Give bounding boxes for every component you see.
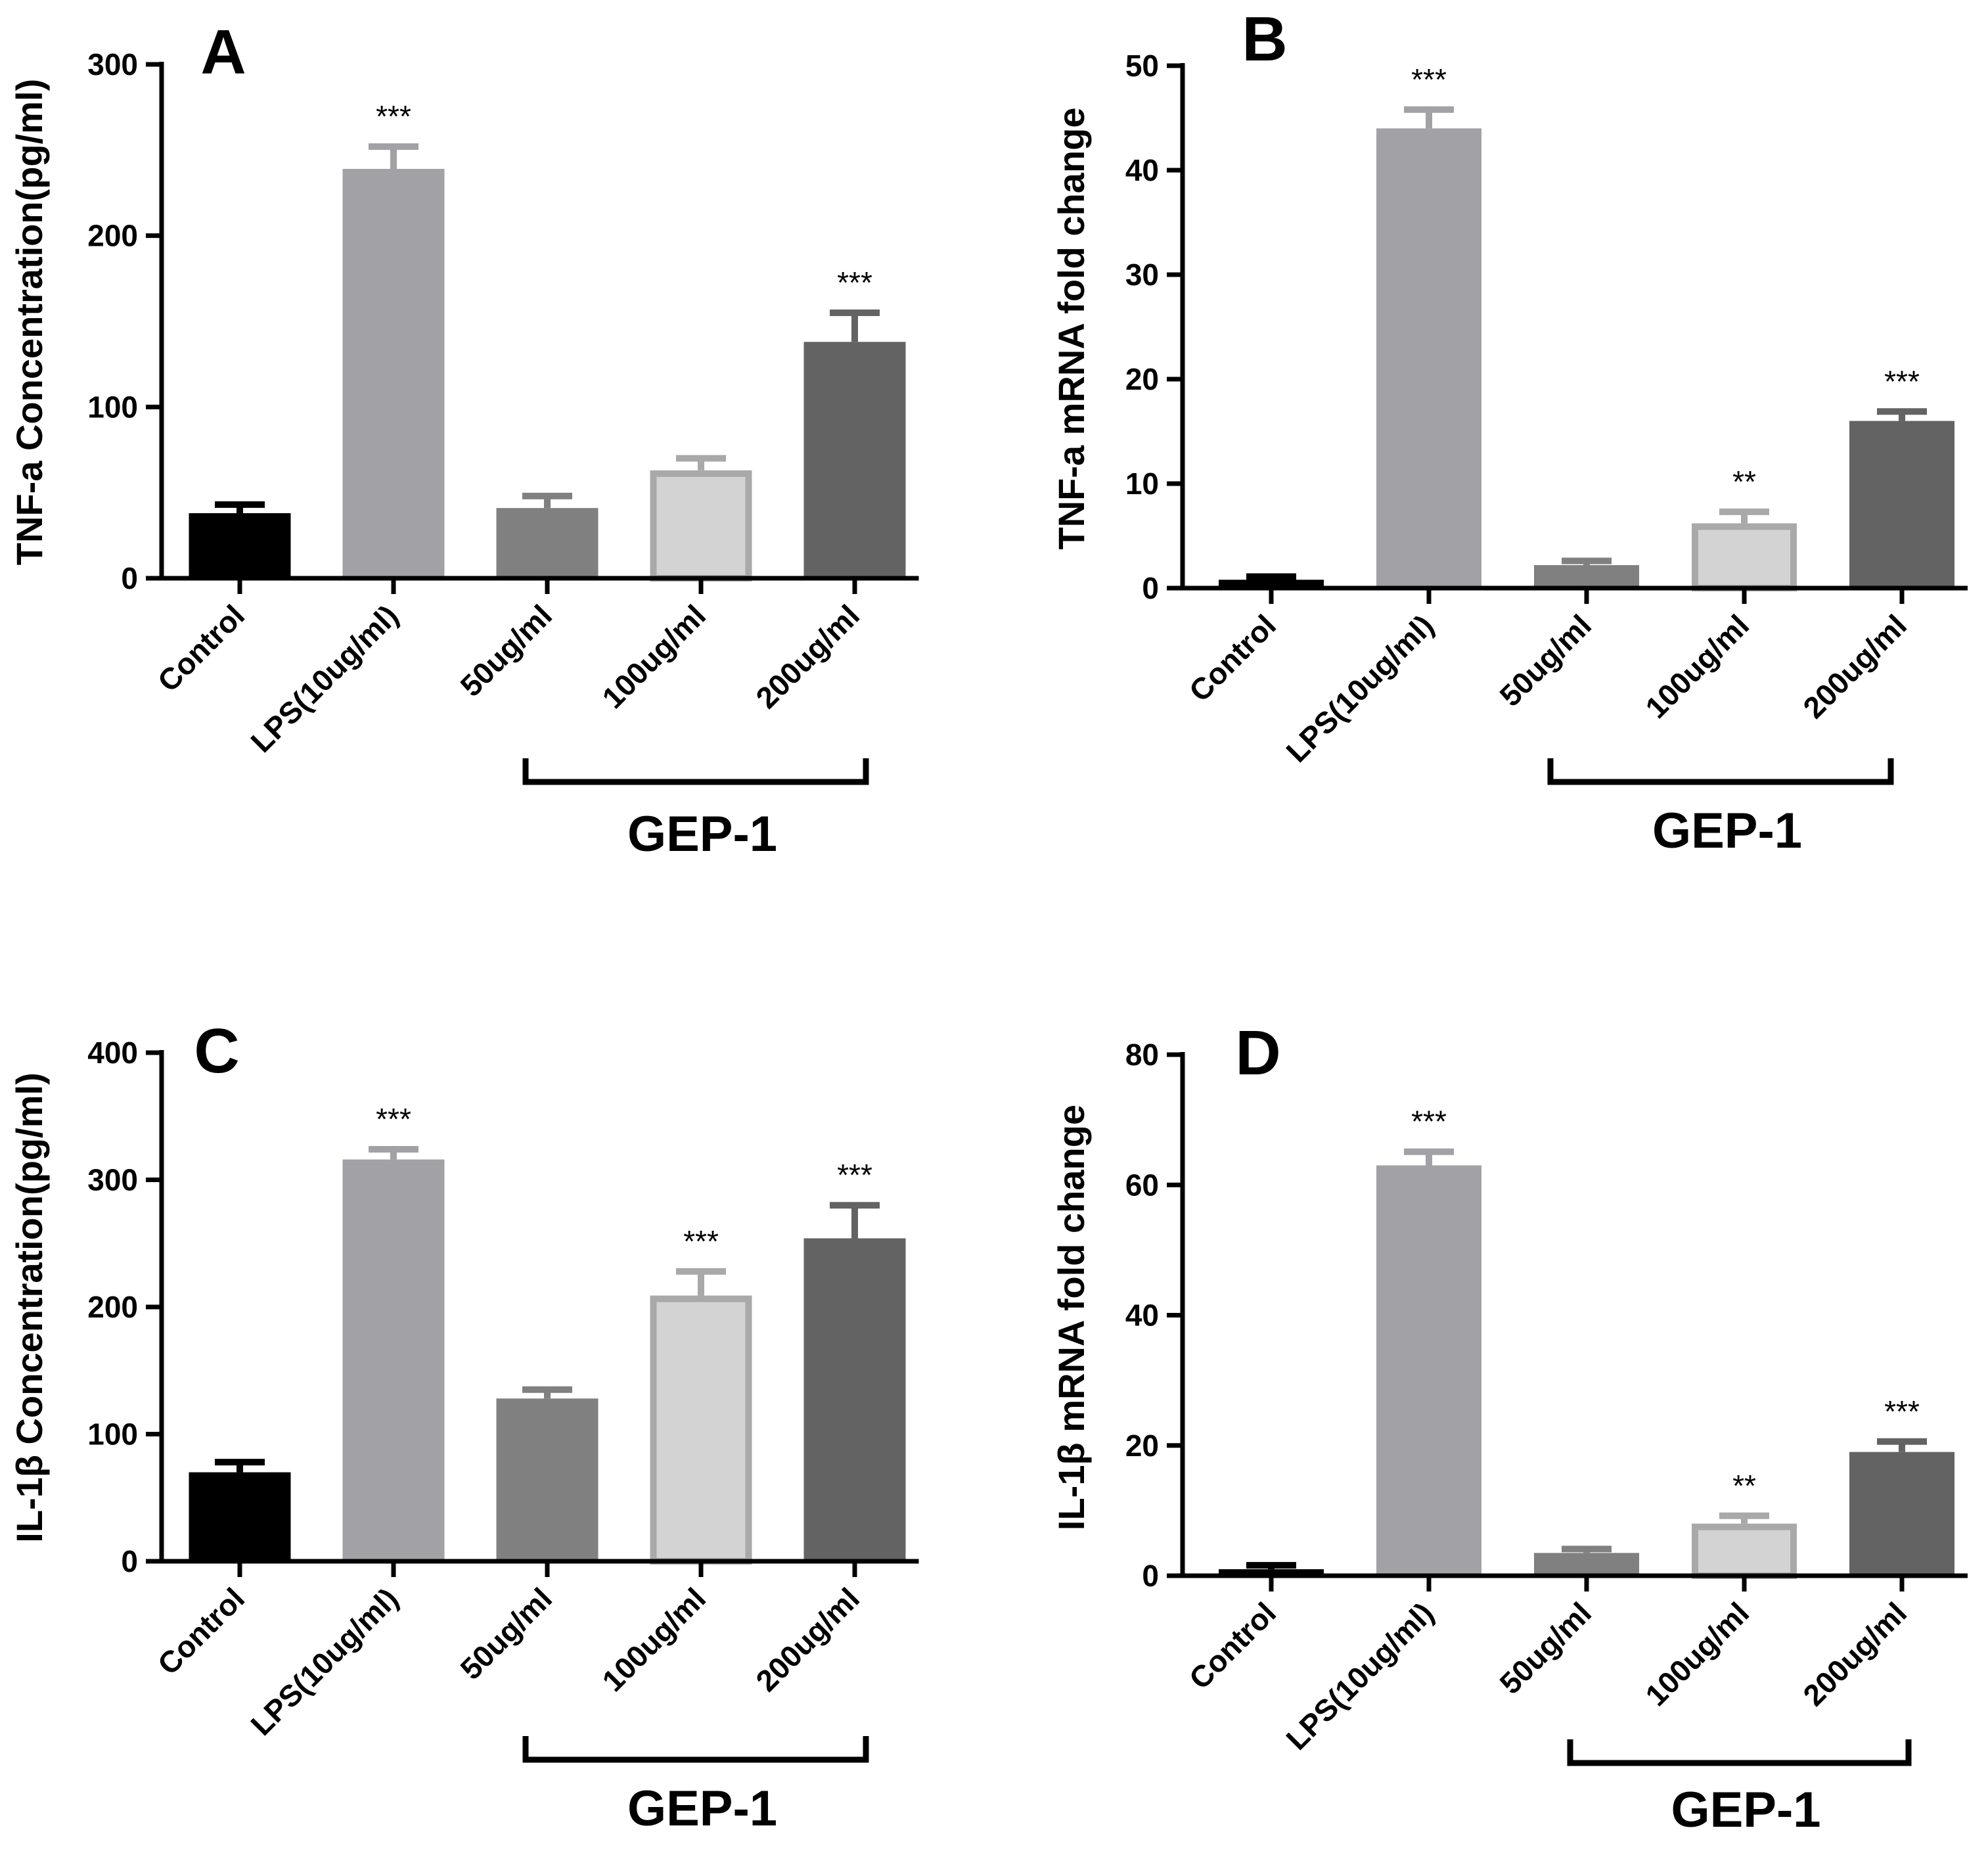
y-tick-label: 0 <box>121 1544 138 1578</box>
bar <box>1376 1165 1481 1576</box>
y-tick-label: 80 <box>1125 1038 1159 1072</box>
bar <box>342 1159 445 1561</box>
category-label: 100ug/ml <box>595 1581 712 1698</box>
y-tick-label: 20 <box>1125 1429 1159 1463</box>
y-tick-label: 30 <box>1125 258 1159 292</box>
bar <box>1692 1523 1797 1579</box>
group-bracket <box>1567 1739 1912 1766</box>
y-tick-label: 0 <box>121 561 138 595</box>
bar <box>1849 1452 1954 1576</box>
category-label: 50ug/ml <box>453 1581 558 1686</box>
y-axis-label: IL-1β Concentration(pg/ml) <box>9 1072 50 1542</box>
category-label: 200ug/ml <box>749 598 866 715</box>
bar <box>650 1295 752 1565</box>
group-label: GEP-1 <box>1652 803 1802 859</box>
category-label: 100ug/ml <box>1638 1595 1755 1712</box>
panel-label: B <box>1242 4 1287 74</box>
y-tick-label: 50 <box>1125 49 1159 83</box>
category-label: 50ug/ml <box>1493 608 1598 713</box>
y-tick-label: 10 <box>1125 467 1159 501</box>
category-label: 200ug/ml <box>1796 608 1913 725</box>
y-axis-label: TNF-a mRNA fold change <box>1050 107 1092 549</box>
bar <box>189 513 291 578</box>
category-label: 200ug/ml <box>1796 1595 1913 1712</box>
panel-a: A TNF-a Concentration(pg/ml) Control *** LPS… <box>9 17 919 862</box>
bar <box>1376 128 1481 588</box>
group-bracket <box>522 1736 869 1763</box>
bar <box>496 1398 599 1561</box>
y-tick-label: 100 <box>87 390 138 424</box>
category-label: 50ug/ml <box>1493 1595 1598 1701</box>
significance-label: *** <box>376 99 411 133</box>
bar <box>803 342 906 578</box>
significance-label: *** <box>1411 62 1447 97</box>
y-axis-label: IL-1β mRNA fold change <box>1050 1105 1092 1530</box>
group-label: GEP-1 <box>1671 1782 1820 1838</box>
significance-label: *** <box>1411 1105 1447 1139</box>
bar <box>1692 523 1797 591</box>
significance-label: *** <box>837 265 872 300</box>
group-bracket <box>1547 758 1894 785</box>
y-tick-label: 60 <box>1125 1168 1159 1202</box>
panel-label: D <box>1235 1018 1280 1088</box>
bar <box>1534 1553 1639 1576</box>
group-bracket <box>522 758 869 785</box>
y-tick-label: 20 <box>1125 362 1159 396</box>
category-label: Control <box>1183 608 1282 708</box>
panel-d: D IL-1β mRNA fold change Control *** LPS(10u… <box>1050 1018 1968 1838</box>
y-tick-label: 0 <box>1142 571 1159 605</box>
panel-b: B TNF-a mRNA fold change Control *** LPS(10u… <box>1050 4 1968 859</box>
y-tick-label: 40 <box>1125 1298 1159 1333</box>
bar <box>650 470 752 582</box>
y-tick-label: 400 <box>87 1036 138 1070</box>
category-label: 50ug/ml <box>453 598 558 703</box>
group-label: GEP-1 <box>627 806 777 862</box>
bar <box>1849 421 1954 588</box>
category-label: LPS(10ug/ml) <box>1279 608 1440 769</box>
y-tick-label: 300 <box>87 1163 138 1197</box>
category-label: LPS(10ug/ml) <box>244 598 405 759</box>
significance-label: *** <box>683 1224 719 1258</box>
category-label: Control <box>1183 1595 1282 1695</box>
significance-label: *** <box>1884 364 1920 398</box>
y-tick-label: 100 <box>87 1417 138 1452</box>
panel-label: A <box>200 17 246 87</box>
panel-label: C <box>194 1016 239 1086</box>
category-label: Control <box>151 1581 251 1681</box>
significance-label: *** <box>837 1158 872 1192</box>
significance-label: *** <box>376 1102 411 1136</box>
category-label: LPS(10ug/ml) <box>244 1581 405 1742</box>
y-tick-label: 0 <box>1142 1559 1159 1593</box>
y-axis-label: TNF-a Concentration(pg/ml) <box>9 79 50 565</box>
y-tick-label: 200 <box>87 1290 138 1324</box>
bar <box>1219 1569 1324 1576</box>
bar <box>1534 565 1639 588</box>
significance-label: ** <box>1732 465 1756 499</box>
category-label: Control <box>151 598 251 698</box>
y-tick-label: 40 <box>1125 153 1159 187</box>
bar <box>803 1238 906 1561</box>
category-label: 100ug/ml <box>595 598 712 715</box>
category-label: 200ug/ml <box>749 1581 866 1698</box>
category-label: LPS(10ug/ml) <box>1279 1595 1440 1756</box>
group-label: GEP-1 <box>627 1781 777 1837</box>
significance-label: *** <box>1884 1394 1920 1429</box>
y-tick-label: 300 <box>87 47 138 81</box>
y-tick-label: 200 <box>87 219 138 253</box>
bar <box>189 1472 291 1561</box>
panel-c: C IL-1β Concentration(pg/ml) Control *** LPS… <box>9 1016 919 1837</box>
bar <box>342 169 445 578</box>
significance-label: ** <box>1732 1469 1756 1503</box>
bar <box>496 508 599 578</box>
category-label: 100ug/ml <box>1638 608 1755 725</box>
